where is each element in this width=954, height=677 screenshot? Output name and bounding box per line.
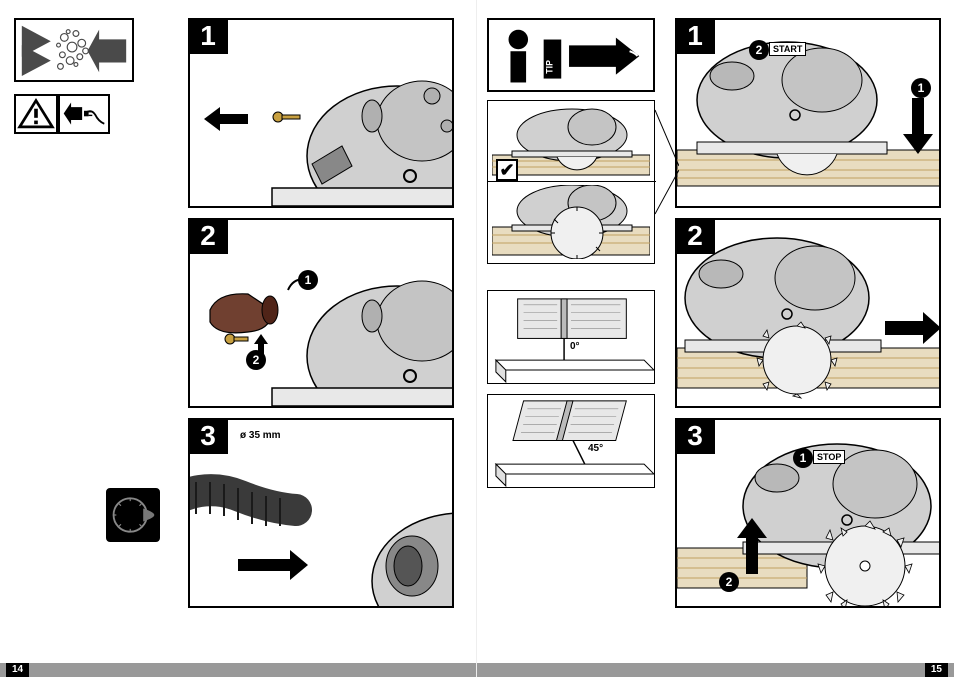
left-step-2: 2 1 2 (188, 218, 454, 408)
hose-diameter-label: ø 35 mm (240, 430, 281, 441)
right-step-1: 1 2 START 1 (675, 18, 941, 208)
substep-1: 1 (793, 448, 813, 468)
page-number-right: 15 (925, 663, 948, 677)
step-number: 2 (188, 218, 228, 254)
step-number: 1 (675, 18, 715, 54)
substep-1: 1 (911, 78, 931, 98)
checkmark-icon: ✔ (496, 159, 518, 181)
angle-45-label: 45° (588, 443, 603, 454)
dust-extraction-icon (14, 18, 134, 82)
footer-bar (0, 663, 476, 677)
substep-2: 2 (246, 350, 266, 370)
substep-2: 2 (749, 40, 769, 60)
angle-0-label: 0° (570, 341, 580, 352)
unplug-icon (58, 94, 110, 134)
info-tip-icon: TIP (487, 18, 655, 92)
right-step-2: 2 (675, 218, 941, 408)
footer-bar (477, 663, 954, 677)
inset-correct-wrong: ✔ (487, 100, 655, 264)
inset-angle-45: 45° (487, 394, 655, 488)
left-step-3: 3 ø 35 mm (188, 418, 454, 608)
page-number-left: 14 (6, 663, 29, 677)
substep-1: 1 (298, 270, 318, 290)
step-number: 3 (675, 418, 715, 454)
svg-text:TIP: TIP (544, 60, 554, 74)
inset-angle-0: 0° (487, 290, 655, 384)
warning-triangle-icon (14, 94, 58, 134)
stop-label: STOP (813, 450, 845, 464)
step-number: 3 (188, 418, 228, 454)
left-step-1: 1 (188, 18, 454, 208)
hose-adapter-icon (106, 488, 160, 542)
step-number: 1 (188, 18, 228, 54)
start-label: START (769, 42, 806, 56)
step-number: 2 (675, 218, 715, 254)
right-step-3: 3 1 STOP 2 (675, 418, 941, 608)
substep-2: 2 (719, 572, 739, 592)
